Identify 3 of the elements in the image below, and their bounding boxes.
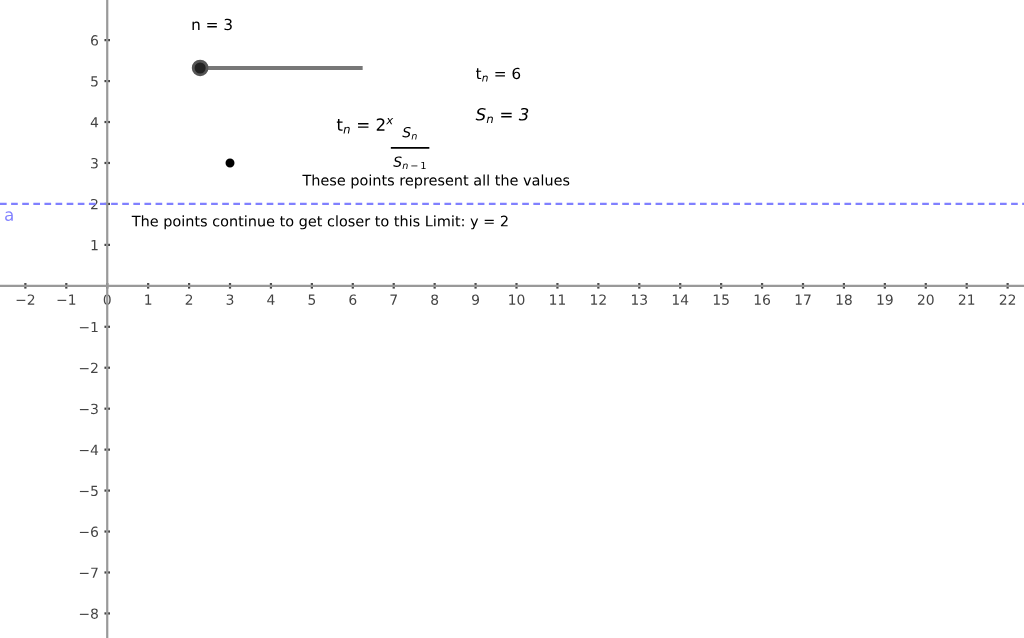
- annotation: S$_{n}$ = 3: [475, 107, 529, 124]
- annotation: t$_{n}$ = 2$^{x}$: [336, 117, 394, 134]
- ref-line-label: a: [5, 211, 13, 221]
